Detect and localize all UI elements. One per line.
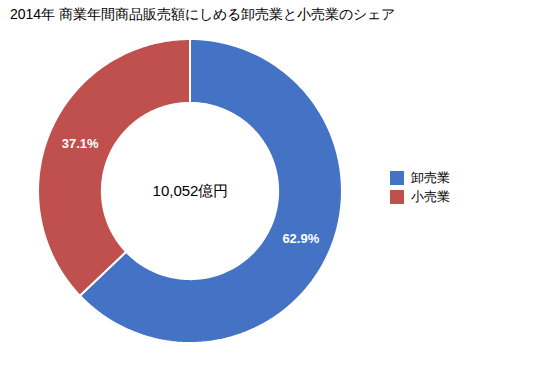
svg-text:10,052億円: 10,052億円 xyxy=(153,182,229,199)
svg-text:37.1%: 37.1% xyxy=(62,136,99,151)
svg-text:62.9%: 62.9% xyxy=(282,231,319,246)
html-text:小売業: 小売業 xyxy=(410,188,450,204)
html-text:卸売業: 卸売業 xyxy=(410,169,450,185)
html-text:2014年 商業年間商品販売額にしめる卸売業と小売業のシェア: 2014年 商業年間商品販売額にしめる卸売業と小売業のシェア xyxy=(10,6,395,22)
